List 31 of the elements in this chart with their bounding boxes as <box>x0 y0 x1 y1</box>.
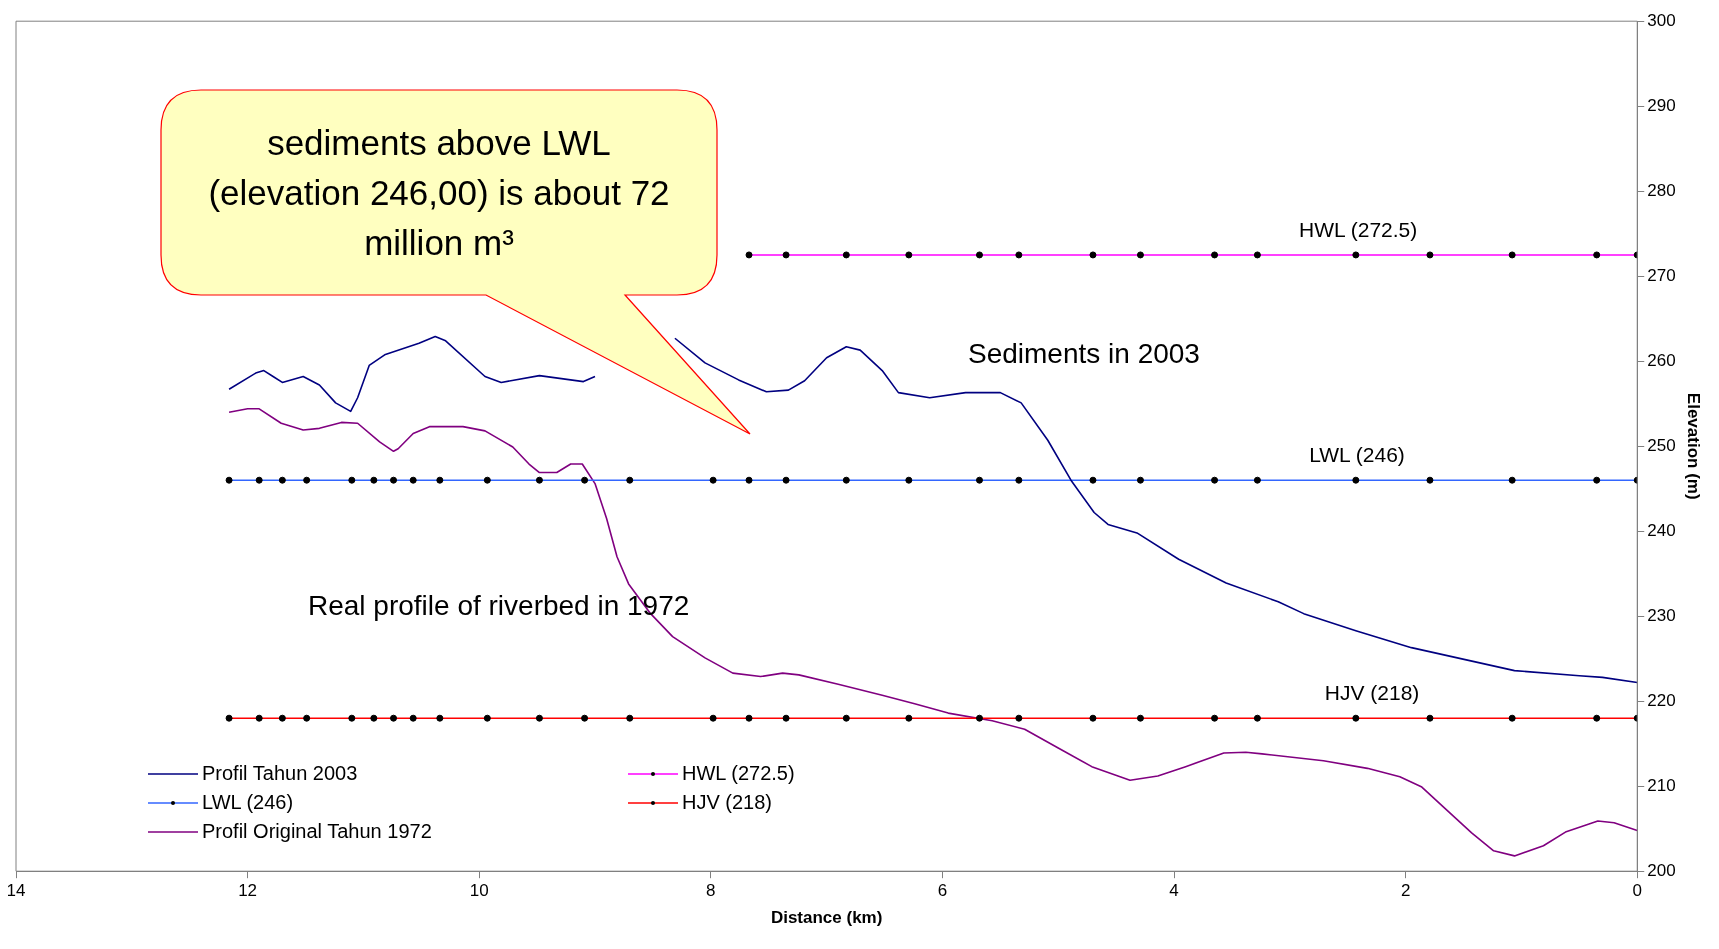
x-tick-label: 6 <box>937 881 948 901</box>
y-tick-label: 210 <box>1647 775 1676 795</box>
y-tick-label: 300 <box>1647 10 1676 30</box>
annotation: sediments above LWL (elevation 246,00) is about 72 million m³ <box>207 122 671 264</box>
annotation: HJV (218) <box>1324 681 1420 704</box>
y-tick-label: 240 <box>1647 520 1676 540</box>
y-tick-label: 270 <box>1647 265 1676 285</box>
x-tick-label: 14 <box>6 881 26 901</box>
y-axis-title: Elevation (m) <box>1684 392 1704 500</box>
annotation: HWL (272.5) <box>1299 217 1418 241</box>
x-axis-title: Distance (km) <box>770 908 883 928</box>
y-tick-label: 230 <box>1647 605 1676 625</box>
x-tick-label: 8 <box>706 881 716 901</box>
x-tick-label: 0 <box>1632 881 1642 901</box>
x-tick-label: 10 <box>469 881 489 901</box>
x-tick-label: 4 <box>1169 881 1179 901</box>
legend-label: Profil Tahun 2003 <box>202 762 358 785</box>
y-tick-label: 280 <box>1647 180 1676 200</box>
legend-label: HJV (218) <box>682 791 773 814</box>
y-tick-label: 290 <box>1647 95 1676 115</box>
legend-label: LWL (246) <box>202 791 294 814</box>
annotation: Sediments in 2003 <box>968 338 1200 370</box>
y-tick-label: 200 <box>1647 860 1676 880</box>
x-tick-label: 12 <box>238 881 258 901</box>
legend-label: HWL (272.5) <box>682 762 795 785</box>
legend-label: Profil Original Tahun 1972 <box>202 820 432 843</box>
y-tick-label: 220 <box>1647 690 1676 710</box>
x-tick-label: 2 <box>1400 881 1411 901</box>
y-tick-label: 250 <box>1647 435 1676 455</box>
y-tick-label: 260 <box>1647 350 1676 370</box>
annotation: LWL (246) <box>1309 443 1405 466</box>
